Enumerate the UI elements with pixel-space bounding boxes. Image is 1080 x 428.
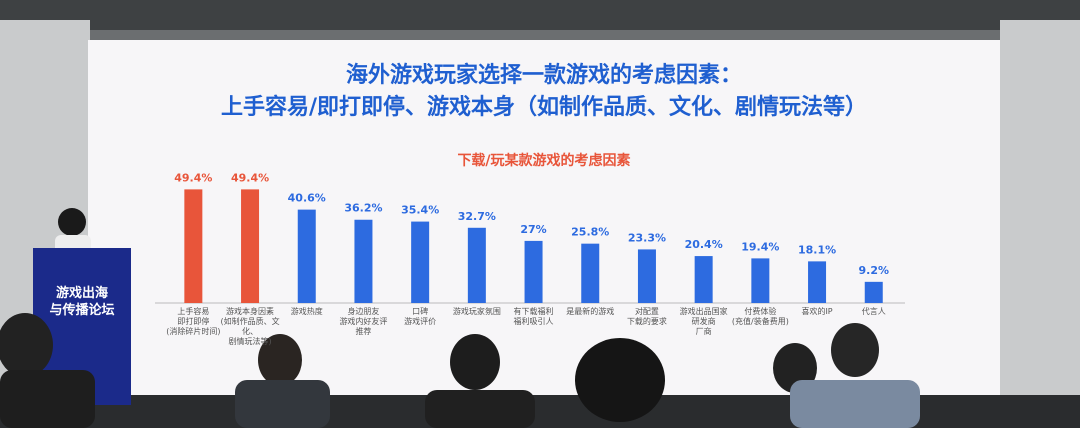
bar (694, 256, 713, 303)
bar (184, 189, 203, 303)
audience-head (258, 334, 302, 386)
x-tick-label: 上手容易 即打即停 (消除碎片时间) (166, 307, 221, 336)
bar (751, 258, 770, 303)
value-label: 35.4% (401, 204, 439, 217)
x-tick-label: 游戏本身因素 (如制作品质、文化、 剧情玩法等) (220, 307, 280, 346)
chart-subtitle: 下载/玩某款游戏的考虑因素 (457, 153, 631, 169)
audience-head (0, 313, 53, 377)
bar (864, 281, 883, 303)
value-label: 25.8% (571, 226, 609, 239)
bar (411, 221, 430, 303)
value-label: 40.6% (288, 192, 326, 205)
audience-body (790, 380, 920, 428)
x-tick-label: 付费体验 (充值/装备费用) (731, 307, 789, 326)
bar (354, 219, 373, 303)
audience-head (450, 334, 500, 390)
bar (297, 209, 316, 303)
bar (581, 243, 600, 303)
x-tick-label: 游戏玩家氛围 (452, 307, 501, 316)
bar (524, 240, 543, 303)
value-label: 36.2% (344, 202, 382, 215)
value-label: 19.4% (741, 240, 779, 253)
bar (808, 261, 827, 303)
value-label: 27% (520, 223, 546, 236)
value-label: 49.4% (174, 171, 212, 184)
x-tick-label: 身边朋友 游戏内好友评 推荐 (339, 307, 388, 336)
x-tick-label: 有下载福利 福利吸引人 (513, 307, 554, 326)
speaker-head (58, 208, 86, 236)
banner-text: 游戏出海 与传播论坛 (49, 286, 115, 318)
bar (467, 227, 486, 303)
audience-body (0, 370, 95, 428)
value-label: 18.1% (798, 243, 836, 256)
value-label: 49.4% (231, 171, 269, 184)
ceiling (0, 0, 1080, 30)
audience-body (425, 390, 535, 428)
value-label: 9.2% (858, 264, 889, 277)
x-tick-label: 喜欢的IP (801, 307, 833, 316)
value-label: 32.7% (458, 210, 496, 223)
audience-head (831, 323, 879, 377)
wall-panel (1000, 20, 1080, 400)
slide-title: 海外游戏玩家选择一款游戏的考虑因素： 上手容易/即打即停、游戏本身（如制作品质、文… (88, 60, 1000, 124)
audience-head (575, 338, 665, 422)
title-line: 海外游戏玩家选择一款游戏的考虑因素： (345, 63, 742, 88)
value-label: 20.4% (685, 238, 723, 251)
bar (241, 189, 260, 303)
x-tick-label: 代言人 (861, 307, 886, 316)
value-label: 23.3% (628, 231, 666, 244)
title-line: 上手容易/即打即停、游戏本身（如制作品质、文化、剧情玩法等） (220, 95, 868, 120)
audience-body (235, 380, 330, 428)
bar (637, 249, 656, 303)
x-tick-label: 口碑 游戏评价 (404, 307, 437, 326)
x-tick-label: 游戏热度 (290, 307, 323, 316)
x-tick-label: 对配置 下载的要求 (626, 307, 667, 326)
x-tick-label: 是最新的游戏 (566, 307, 615, 316)
x-tick-label: 游戏出品国家 研发商 厂商 (679, 307, 728, 336)
